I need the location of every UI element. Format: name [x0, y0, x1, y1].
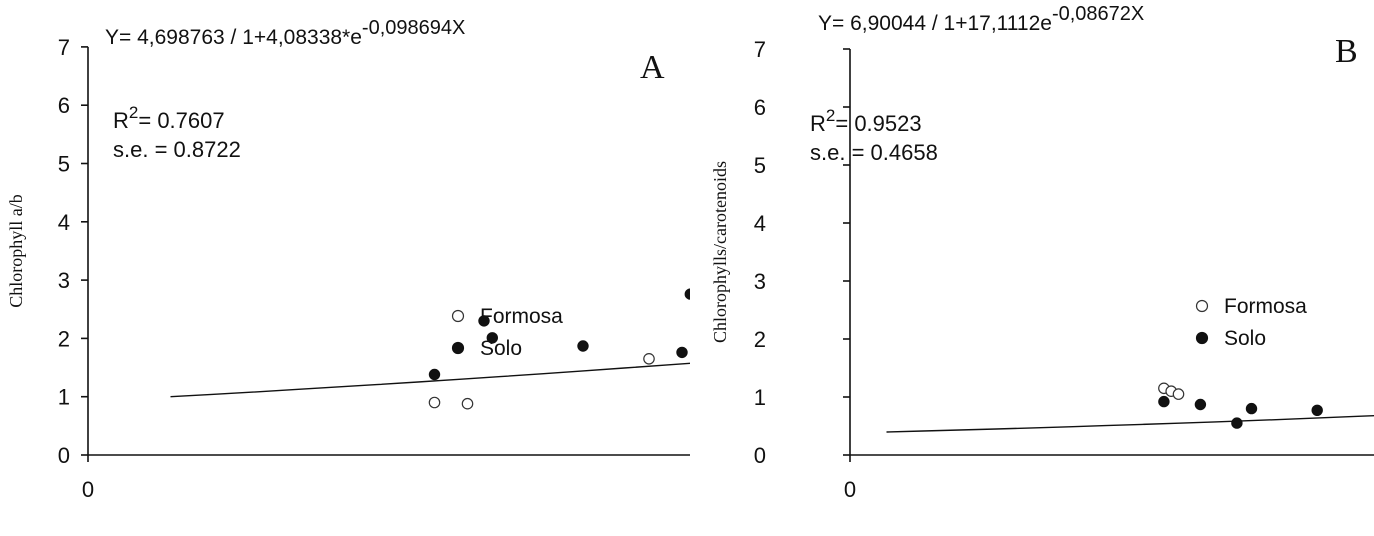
chart-a-point-solo: [478, 315, 490, 327]
chart-a-panel-label: A: [640, 49, 665, 86]
chart-b-equation: Y= 6,90044 / 1+17,1112e-0,08672X: [818, 3, 1144, 35]
chart-b-y-tick-label: 2: [754, 327, 766, 352]
chart-a-y-tick-label: 2: [58, 326, 70, 351]
chart-a: 01020304050607001234567SPAD readingChlor…: [6, 17, 690, 502]
chart-a-y-tick-label: 7: [58, 35, 70, 60]
chart-a-equation: Y= 4,698763 / 1+4,08338*e-0,098694X: [105, 17, 465, 49]
chart-b-point-solo: [1194, 398, 1207, 411]
chart-a-y-tick-label: 6: [58, 93, 70, 118]
chart-b-axes: [843, 48, 1374, 462]
chart-b-legend-marker-solo: [1195, 331, 1209, 345]
chart-b-y-tick-label: 6: [754, 95, 766, 120]
chart-b-legend-marker-formosa: [1195, 299, 1209, 313]
chart-a-y-tick-label: 3: [58, 268, 70, 293]
chart-a-x-tick-label: 0: [82, 477, 94, 502]
chart-a-point-solo: [428, 368, 441, 381]
chart-a-point-formosa: [643, 352, 655, 365]
chart-a-axes: [81, 46, 690, 462]
chart-b-fit-curve: [886, 414, 1374, 433]
chart-a-point-solo: [684, 288, 690, 300]
chart-a-legend-label-formosa: Formosa: [480, 305, 563, 328]
chart-b-y-axis-label: Chlorophylls/carotenoids: [710, 161, 730, 343]
chart-a-fit-curve: [170, 362, 690, 398]
chart-b-standard-error: s.e. = 0.4658: [810, 140, 938, 165]
chart-b-point-solo: [1311, 404, 1323, 416]
chart-a-point-formosa: [428, 396, 441, 409]
chart-b-legend-label-solo: Solo: [1224, 327, 1266, 350]
chart-a-y-tick-label: 1: [58, 385, 70, 410]
chart-a-legend-marker-solo: [451, 341, 465, 355]
chart-b-y-tick-label: 0: [754, 443, 766, 468]
chart-a-y-axis-label: Chlorophyll a/b: [6, 194, 26, 308]
chart-b-point-solo: [1158, 395, 1170, 408]
chart-a-y-tick-label: 4: [58, 210, 70, 235]
chart-b-x-tick-label: 0: [844, 477, 856, 502]
chart-a-legend-label-solo: Solo: [480, 337, 522, 360]
chart-b-series-solo: [1158, 395, 1323, 429]
chart-b-point-solo: [1231, 417, 1243, 429]
chart-a-point-solo: [486, 332, 498, 344]
chart-b-y-tick-label: 7: [754, 37, 766, 62]
chart-a-point-solo: [577, 340, 589, 352]
chart-b-series-formosa: [1158, 382, 1185, 400]
chart-a-standard-error: s.e. = 0.8722: [113, 137, 241, 162]
chart-a-point-solo: [676, 346, 688, 359]
chart-a-series-solo: [428, 288, 690, 381]
chart-a-r-squared: R2= 0.7607: [113, 103, 225, 133]
chart-b-legend-label-formosa: Formosa: [1224, 295, 1307, 318]
chart-a-legend-marker-formosa: [451, 309, 465, 323]
chart-b-y-tick-label: 4: [754, 211, 766, 236]
chart-b-y-tick-label: 5: [754, 153, 766, 178]
chart-b-point-formosa: [1172, 388, 1185, 400]
chart-b: 01020304050607001234567SPAD readingChlor…: [710, 3, 1374, 502]
chart-b-panel-label: B: [1335, 33, 1358, 70]
chart-a-series-formosa: [428, 352, 655, 410]
chart-a-y-tick-label: 0: [58, 443, 70, 468]
chart-a-y-tick-label: 5: [58, 152, 70, 177]
chart-b-y-tick-label: 3: [754, 269, 766, 294]
chart-a-point-formosa: [461, 397, 474, 410]
chart-b-point-solo: [1245, 402, 1258, 415]
chart-b-r-squared: R2= 0.9523: [810, 106, 922, 136]
chart-b-y-tick-label: 1: [754, 385, 766, 410]
